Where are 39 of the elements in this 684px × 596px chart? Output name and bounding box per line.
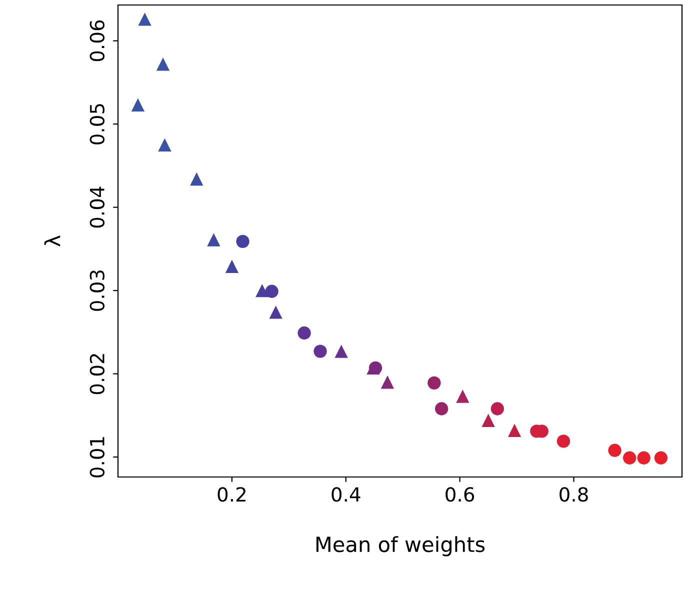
y-tick-label: 0.02: [90, 354, 105, 394]
point: [482, 414, 495, 427]
point: [225, 260, 239, 273]
point: [269, 306, 282, 319]
point: [298, 326, 311, 340]
point: [265, 284, 278, 298]
y-tick-label: 0.05: [90, 104, 105, 144]
point: [556, 434, 570, 448]
point: [608, 444, 622, 457]
point: [138, 12, 152, 26]
y-axis-title: λ: [44, 235, 60, 247]
y-tick-label: 0.03: [90, 270, 105, 311]
point: [654, 451, 668, 464]
point: [256, 284, 269, 298]
point: [490, 402, 504, 416]
point: [508, 424, 522, 437]
point: [158, 138, 172, 152]
point: [334, 344, 348, 358]
point: [428, 376, 441, 390]
point: [314, 344, 327, 358]
point: [380, 376, 394, 389]
point: [368, 361, 382, 375]
point: [456, 390, 470, 403]
x-axis-title: Mean of weights: [316, 536, 485, 556]
y-tick-label: 0.04: [90, 186, 105, 228]
x-tick-label: 0.8: [560, 487, 588, 502]
point: [637, 451, 650, 464]
x-tick-label: 0.6: [446, 487, 474, 502]
point: [623, 451, 636, 464]
x-tick-label: 0.2: [218, 487, 246, 502]
point: [236, 234, 250, 248]
point: [156, 58, 170, 71]
point: [190, 172, 204, 186]
point: [207, 233, 220, 246]
point: [131, 98, 145, 112]
y-tick-label: 0.01: [90, 437, 105, 478]
y-tick-label: 0.06: [90, 20, 105, 62]
point: [435, 402, 448, 416]
x-tick-label: 0.4: [332, 487, 360, 502]
